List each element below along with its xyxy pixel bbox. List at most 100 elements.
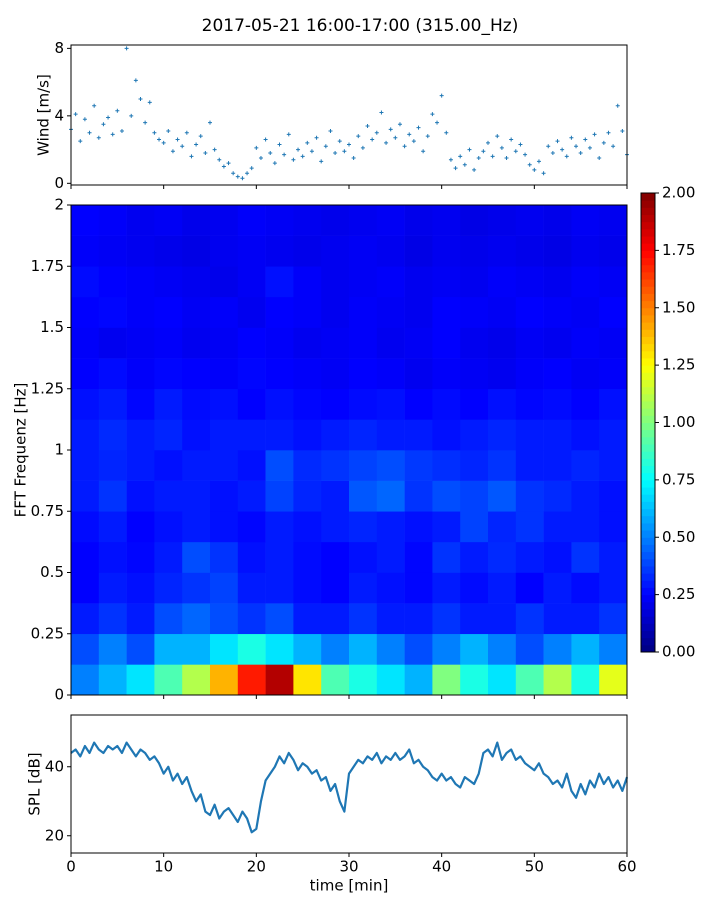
colorbar-step	[641, 587, 655, 596]
wind-point	[541, 171, 546, 176]
wind-point	[601, 140, 606, 145]
colorbar-step	[641, 501, 655, 510]
heat-cell	[71, 419, 100, 451]
colorbar-step	[641, 573, 655, 581]
heat-cell	[404, 480, 433, 512]
heat-cell	[432, 266, 461, 298]
wind-point	[370, 137, 375, 142]
heat-cell	[460, 419, 489, 451]
heat-cell	[154, 572, 183, 604]
wind-point	[184, 130, 189, 135]
wind-point	[286, 132, 291, 137]
wind-point	[212, 147, 217, 152]
heat-cell	[460, 664, 489, 696]
heat-cell	[182, 572, 211, 604]
heat-cell	[71, 633, 100, 665]
heat-cell	[71, 603, 100, 635]
heat-cell	[543, 541, 572, 573]
wind-point	[592, 132, 597, 137]
heat-cell	[321, 450, 350, 481]
heat-cell	[182, 296, 211, 328]
wind-point	[300, 154, 305, 159]
colorbar-step	[641, 236, 655, 244]
heat-cell	[404, 664, 433, 696]
heat-cell	[571, 664, 600, 696]
heat-cell	[210, 327, 239, 359]
heat-cell	[543, 388, 572, 420]
x-tick-label: 60	[617, 858, 636, 876]
colorbar-step	[641, 537, 655, 545]
heat-cell	[210, 541, 239, 573]
y-tick-label: 1.5	[40, 318, 64, 336]
wind-point	[203, 150, 208, 155]
y-tick-label: 0	[54, 686, 64, 704]
colorbar-step	[641, 630, 655, 639]
wind-point	[411, 139, 416, 144]
y-tick-label: 0.5	[40, 563, 64, 581]
heat-cell	[126, 296, 155, 328]
heat-cell	[293, 603, 322, 635]
heat-cell	[210, 266, 239, 298]
wind-point	[166, 129, 171, 134]
heat-cell	[404, 266, 433, 298]
wind-point	[569, 135, 574, 140]
heat-cell	[571, 572, 600, 604]
heat-cell	[460, 235, 489, 267]
heat-cell	[265, 235, 294, 267]
colorbar-step	[641, 329, 655, 337]
heat-cell	[432, 541, 461, 573]
heat-cell	[488, 480, 517, 512]
heat-cell	[571, 541, 600, 573]
heat-cell	[154, 205, 183, 236]
y-axis-label: SPL [dB]	[26, 752, 44, 815]
heat-cell	[210, 664, 239, 696]
heat-cell	[293, 419, 322, 451]
heat-cell	[98, 664, 127, 696]
heat-cell	[293, 633, 322, 665]
heat-cell	[432, 296, 461, 328]
heat-cell	[71, 266, 100, 298]
colorbar-step	[641, 365, 655, 373]
wind-point	[347, 142, 351, 147]
heat-cell	[98, 480, 127, 512]
colorbar-step	[641, 487, 655, 495]
y-tick-label: 40	[45, 757, 64, 775]
heat-cell	[154, 511, 183, 543]
wind-point	[504, 156, 509, 161]
heat-cell	[543, 327, 572, 359]
heat-cell	[71, 572, 100, 604]
wind-point	[536, 159, 541, 164]
heat-cell	[321, 327, 350, 359]
heat-cell	[515, 388, 544, 420]
heat-cell	[515, 633, 544, 665]
heat-cell	[460, 388, 489, 420]
heat-cell	[571, 205, 600, 236]
heat-cell	[126, 511, 155, 543]
heat-cell	[349, 572, 378, 604]
heat-cell	[460, 327, 489, 359]
heat-cell	[210, 235, 239, 267]
heat-cell	[349, 205, 378, 236]
wind-point	[453, 166, 458, 171]
heat-cell	[126, 358, 155, 390]
heat-cell	[265, 480, 294, 512]
wind-point	[194, 142, 199, 147]
colorbar-step	[641, 565, 655, 574]
heat-cell	[404, 633, 433, 665]
heat-cell	[376, 388, 405, 420]
heat-cell	[515, 450, 544, 481]
colorbar-tick-label: 1.50	[662, 298, 695, 316]
heat-cell	[488, 664, 517, 696]
wind-point	[518, 142, 523, 147]
heat-cell	[98, 541, 127, 573]
colorbar-step	[641, 472, 655, 481]
heat-cell	[543, 572, 572, 604]
heat-cell	[599, 480, 628, 512]
heat-cell	[237, 419, 266, 451]
colorbar-step	[641, 271, 655, 280]
colorbar-step	[641, 228, 655, 237]
heat-cell	[293, 296, 322, 328]
heat-cell	[571, 266, 600, 298]
heat-cell	[515, 480, 544, 512]
heat-cell	[210, 388, 239, 420]
